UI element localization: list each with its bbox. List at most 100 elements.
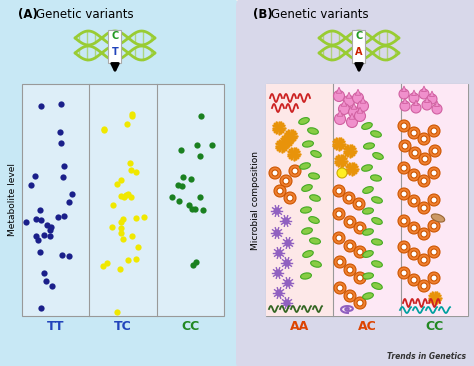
Circle shape [285, 280, 291, 286]
Ellipse shape [364, 143, 374, 149]
Circle shape [421, 205, 427, 211]
Ellipse shape [299, 117, 309, 124]
Ellipse shape [372, 261, 383, 267]
Circle shape [276, 290, 282, 296]
Text: (B): (B) [253, 8, 273, 21]
Text: Microbial composition: Microbial composition [252, 150, 261, 250]
Circle shape [421, 136, 427, 142]
Circle shape [347, 267, 353, 273]
Ellipse shape [302, 184, 312, 191]
Circle shape [401, 244, 407, 250]
Circle shape [280, 175, 292, 187]
Circle shape [409, 147, 421, 159]
Circle shape [347, 293, 353, 299]
Polygon shape [402, 98, 408, 104]
Circle shape [284, 192, 296, 204]
Circle shape [333, 232, 345, 244]
Polygon shape [360, 97, 366, 103]
Circle shape [432, 104, 442, 114]
Circle shape [334, 90, 345, 101]
Polygon shape [349, 113, 355, 119]
Circle shape [289, 165, 301, 177]
Circle shape [422, 156, 428, 162]
Circle shape [401, 165, 407, 171]
Text: Metabolite level: Metabolite level [8, 164, 17, 236]
Polygon shape [341, 100, 347, 106]
Circle shape [411, 198, 417, 204]
Circle shape [274, 208, 280, 214]
Polygon shape [357, 107, 363, 113]
FancyBboxPatch shape [353, 30, 365, 63]
Ellipse shape [309, 217, 319, 223]
Bar [401, 84, 468, 316]
Circle shape [274, 185, 286, 197]
Circle shape [357, 249, 363, 255]
Circle shape [398, 162, 410, 174]
Circle shape [337, 259, 343, 265]
Bar [333, 84, 401, 316]
Circle shape [411, 251, 417, 257]
Polygon shape [435, 101, 439, 107]
Circle shape [431, 170, 437, 176]
Circle shape [344, 240, 356, 252]
Circle shape [421, 283, 427, 289]
Text: A: A [355, 47, 363, 57]
Circle shape [353, 198, 365, 210]
Circle shape [357, 300, 363, 306]
Polygon shape [336, 87, 342, 93]
Polygon shape [351, 103, 357, 109]
Circle shape [408, 169, 420, 181]
Circle shape [276, 250, 282, 256]
Circle shape [357, 225, 363, 231]
Circle shape [418, 133, 430, 145]
Circle shape [418, 254, 430, 266]
Circle shape [398, 215, 410, 227]
Circle shape [354, 297, 366, 309]
Circle shape [398, 267, 410, 279]
Ellipse shape [372, 197, 383, 203]
Circle shape [428, 167, 440, 179]
Text: CC: CC [425, 320, 444, 332]
Circle shape [412, 150, 418, 156]
Circle shape [353, 93, 364, 104]
Circle shape [411, 277, 417, 283]
Circle shape [356, 201, 362, 207]
Ellipse shape [310, 238, 320, 244]
Circle shape [421, 257, 427, 263]
Circle shape [421, 231, 427, 237]
Circle shape [277, 188, 283, 194]
Circle shape [336, 235, 342, 241]
Circle shape [269, 167, 281, 179]
Circle shape [287, 195, 293, 201]
Circle shape [431, 275, 437, 281]
Bar [22, 84, 224, 316]
Circle shape [398, 188, 410, 200]
Circle shape [284, 300, 290, 306]
Text: Genetic variants: Genetic variants [36, 8, 134, 21]
Circle shape [334, 282, 346, 294]
Ellipse shape [362, 165, 373, 171]
Circle shape [418, 280, 430, 292]
Circle shape [336, 211, 342, 217]
Circle shape [408, 222, 420, 234]
Circle shape [292, 168, 298, 174]
Text: Trends in Genetics: Trends in Genetics [387, 352, 466, 361]
Ellipse shape [371, 175, 382, 181]
Ellipse shape [310, 261, 321, 267]
Circle shape [275, 270, 281, 276]
FancyBboxPatch shape [0, 0, 238, 366]
Circle shape [408, 195, 420, 207]
Bar [266, 84, 333, 316]
Ellipse shape [372, 218, 382, 224]
Circle shape [401, 270, 407, 276]
Circle shape [401, 191, 407, 197]
FancyBboxPatch shape [236, 0, 474, 366]
Circle shape [333, 185, 345, 197]
Circle shape [344, 216, 356, 228]
Ellipse shape [363, 293, 374, 299]
Ellipse shape [311, 151, 321, 157]
Ellipse shape [363, 229, 374, 235]
Text: C: C [356, 31, 363, 41]
Text: Genetic variants: Genetic variants [271, 8, 369, 21]
Ellipse shape [303, 251, 313, 257]
